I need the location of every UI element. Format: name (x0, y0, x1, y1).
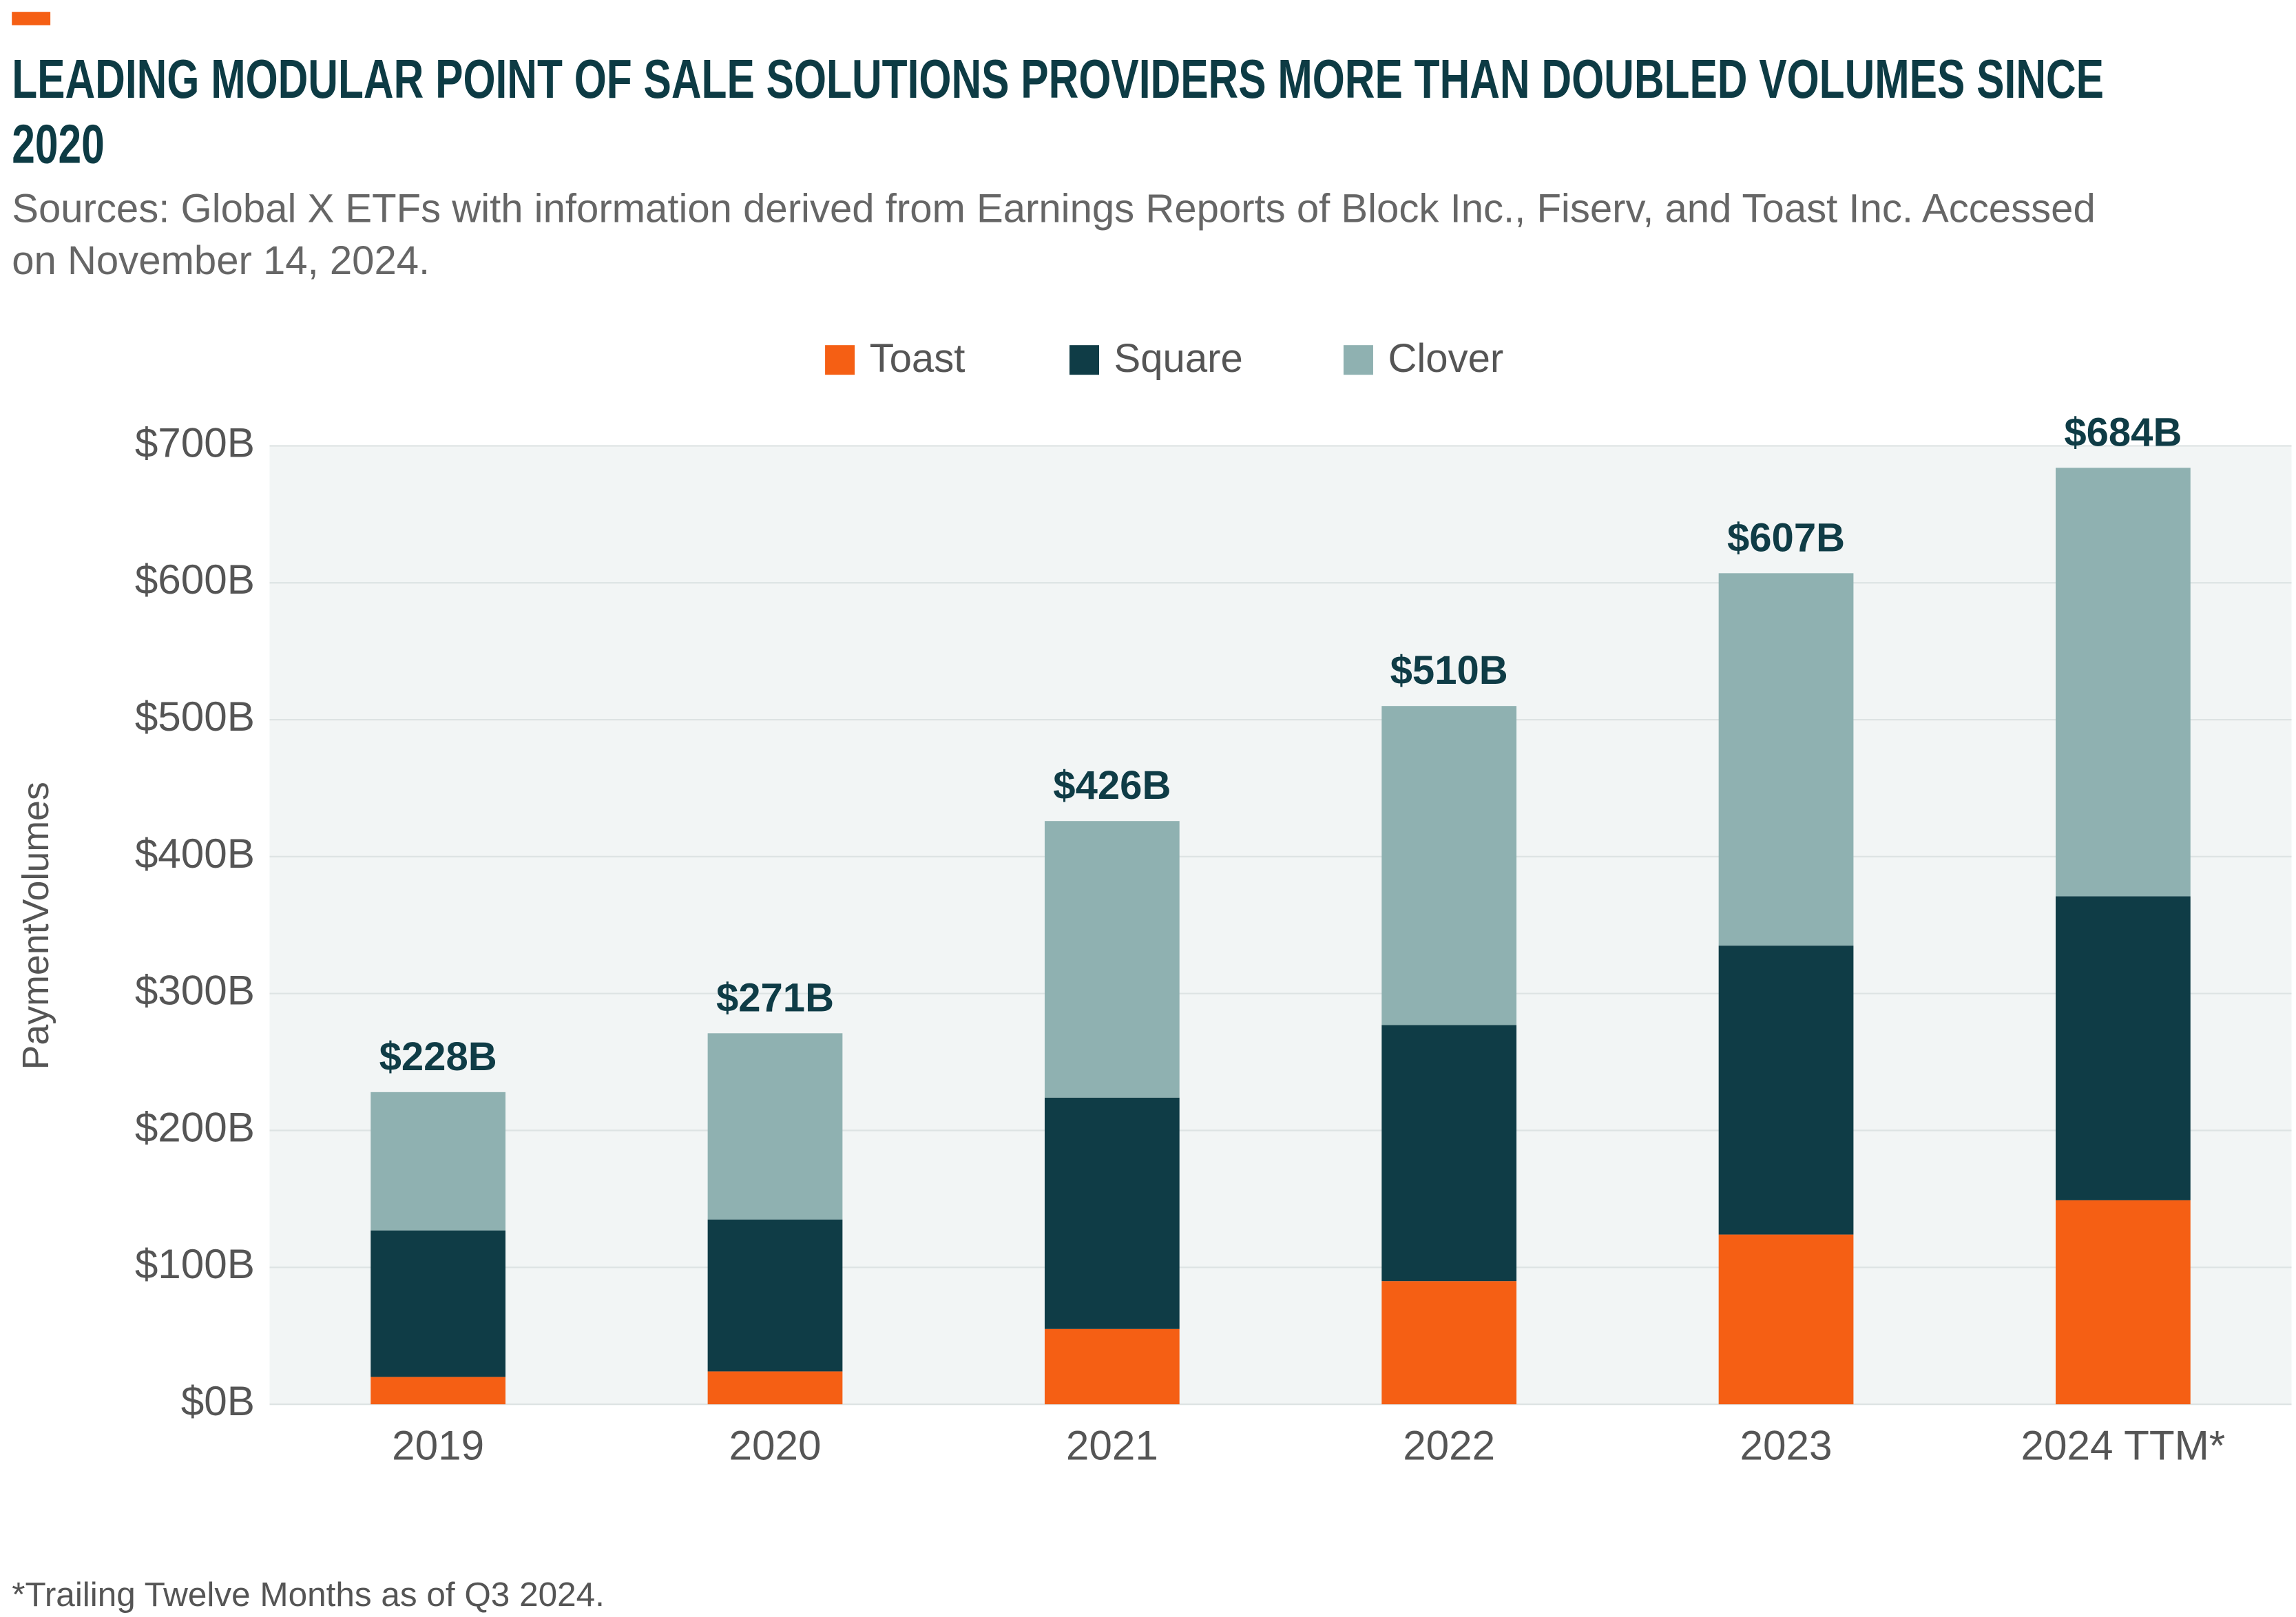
bar-segment (371, 1230, 506, 1377)
y-axis-label: PaymentVolumes (15, 782, 56, 1070)
bar-segment (707, 1033, 843, 1220)
bar-segment (371, 1377, 506, 1405)
bar-segment (1044, 1328, 1180, 1405)
x-tick-label: 2019 (392, 1422, 484, 1469)
accent-bar (12, 12, 51, 25)
legend-swatch (1343, 345, 1373, 375)
bar-segment (1381, 1025, 1517, 1282)
y-tick-label: $600B (135, 556, 255, 603)
bar-segment (371, 1092, 506, 1231)
total-label: $271B (716, 975, 834, 1020)
x-tick-label: 2020 (729, 1422, 822, 1469)
y-tick-label: $400B (135, 830, 255, 877)
y-tick-label: $300B (135, 967, 255, 1014)
bar-segment (1381, 706, 1517, 1025)
y-tick-label: $500B (135, 693, 255, 740)
bar-segment (2056, 468, 2191, 897)
bar-segment (1044, 1097, 1180, 1329)
legend-label: Toast (870, 336, 966, 381)
bar-segment (1381, 1281, 1517, 1405)
y-tick-label: $700B (135, 419, 255, 466)
bar-segment (2056, 1200, 2191, 1405)
total-label: $228B (379, 1034, 497, 1079)
bar-segment (1718, 1234, 1854, 1405)
bar-segment (707, 1371, 843, 1405)
plot-background (269, 446, 2292, 1405)
y-tick-label: $100B (135, 1240, 255, 1287)
x-tick-label: 2024 TTM* (2021, 1422, 2225, 1469)
bar-segment (1044, 821, 1180, 1098)
total-label: $510B (1390, 648, 1508, 693)
chart-title: LEADING MODULAR POINT OF SALE SOLUTIONS … (12, 48, 2105, 175)
x-tick-label: 2022 (1403, 1422, 1495, 1469)
y-tick-label: $200B (135, 1103, 255, 1150)
legend-swatch (1069, 345, 1100, 375)
bar-segment (1718, 573, 1854, 946)
title-box: LEADING MODULAR POINT OF SALE SOLUTIONS … (12, 48, 2105, 175)
y-tick-label: $0B (181, 1377, 255, 1424)
legend-label: Square (1114, 336, 1243, 381)
bar-segment (1718, 946, 1854, 1235)
bar-segment (2056, 896, 2191, 1200)
legend-swatch (825, 345, 855, 375)
x-tick-label: 2021 (1066, 1422, 1158, 1469)
footnote: *Trailing Twelve Months as of Q3 2024. (12, 1576, 605, 1614)
chart-subtitle: Sources: Global X ETFs with information … (12, 187, 2096, 283)
subtitle-box: Sources: Global X ETFs with information … (12, 187, 2096, 283)
total-label: $607B (1727, 515, 1845, 560)
legend-label: Clover (1388, 336, 1503, 381)
bar-segment (707, 1219, 843, 1372)
total-label: $426B (1053, 763, 1171, 808)
x-tick-label: 2023 (1740, 1422, 1833, 1469)
total-label: $684B (2064, 410, 2182, 455)
